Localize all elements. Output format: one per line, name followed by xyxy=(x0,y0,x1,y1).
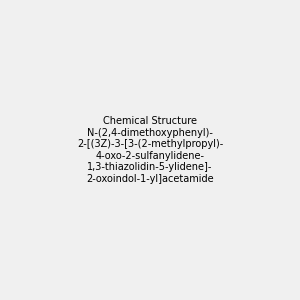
Text: Chemical Structure
N-(2,4-dimethoxyphenyl)-
2-[(3Z)-3-[3-(2-methylpropyl)-
4-oxo: Chemical Structure N-(2,4-dimethoxypheny… xyxy=(77,116,223,184)
